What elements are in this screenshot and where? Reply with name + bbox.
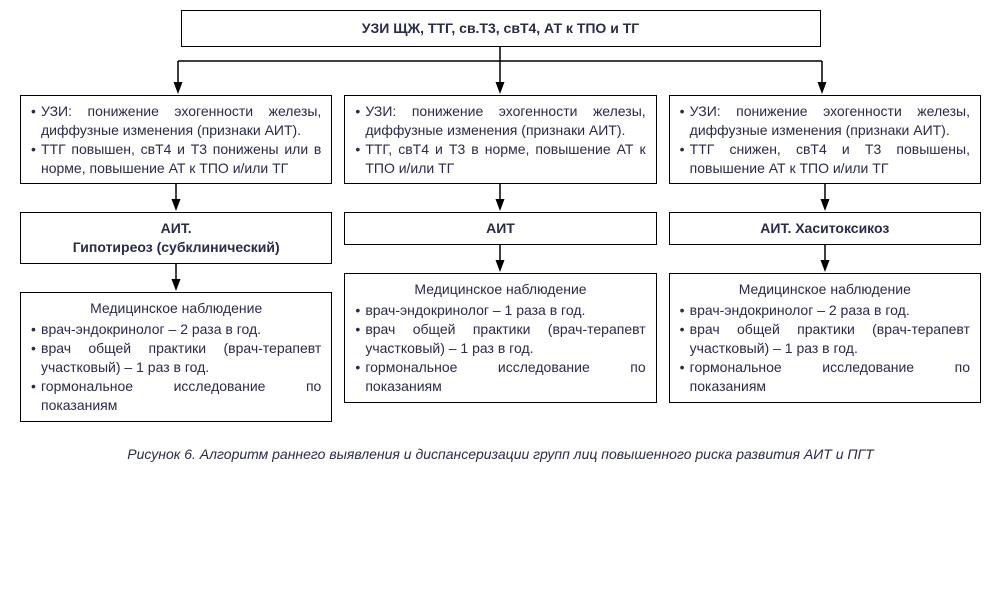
arrow-2b [344,245,656,273]
criteria-2-b1: УЗИ: понижение эхогенности железы, диффу… [355,102,645,140]
obs-list-3: врач-эндокринолог – 2 раза в год. врач о… [680,301,970,395]
obs-1-b1: врач-эндокринолог – 2 раза в год. [31,320,321,339]
arrow-1a [20,184,332,212]
obs-title-1: Медицинское наблюдение [31,299,321,318]
criteria-2-b2: ТТГ, свТ4 и Т3 в норме, повышение АТ к Т… [355,140,645,178]
top-label: УЗИ ЩЖ, ТТГ, св.Т3, свТ4, АТ к ТПО и ТГ [362,20,639,36]
criteria-3-b1: УЗИ: понижение эхогенности железы, диффу… [680,102,970,140]
flowchart-root: УЗИ ЩЖ, ТТГ, св.Т3, свТ4, АТ к ТПО и ТГ … [20,10,981,462]
criteria-box-2: УЗИ: понижение эхогенности железы, диффу… [344,95,656,185]
criteria-list-3: УЗИ: понижение эхогенности железы, диффу… [680,102,970,178]
arrow-3b [669,245,981,273]
criteria-3-b2: ТТГ снижен, свТ4 и Т3 повышены, повышени… [680,140,970,178]
col-3: УЗИ: понижение эхогенности железы, диффу… [669,95,981,422]
diag-box-1: АИТ. Гипотиреоз (субклинический) [20,212,332,264]
obs-list-2: врач-эндокринолог – 1 раза в год. врач о… [355,301,645,395]
figure-caption: Рисунок 6. Алгоритм раннего выявления и … [20,446,981,462]
criteria-box-3: УЗИ: понижение эхогенности железы, диффу… [669,95,981,185]
col-2: УЗИ: понижение эхогенности железы, диффу… [344,95,656,422]
top-box: УЗИ ЩЖ, ТТГ, св.Т3, свТ4, АТ к ТПО и ТГ [181,10,821,47]
obs-1-b2: врач общей практики (врач-терапевт участ… [31,339,321,377]
obs-2-b1: врач-эндокринолог – 1 раза в год. [355,301,645,320]
criteria-list-2: УЗИ: понижение эхогенности железы, диффу… [355,102,645,178]
criteria-1-b1: УЗИ: понижение эхогенности железы, диффу… [31,102,321,140]
diag-2: АИТ [486,220,515,236]
diag-1: АИТ. Гипотиреоз (субклинический) [73,220,280,255]
obs-box-2: Медицинское наблюдение врач-эндокринолог… [344,273,656,402]
obs-2-b2: врач общей практики (врач-терапевт участ… [355,320,645,358]
criteria-list-1: УЗИ: понижение эхогенности железы, диффу… [31,102,321,178]
diag-3: АИТ. Хаситоксикоз [760,220,889,236]
obs-3-b3: гормональное исследование по показаниям [680,358,970,396]
criteria-1-b2: ТТГ повышен, свТ4 и Т3 понижены или в но… [31,140,321,178]
criteria-row: УЗИ: понижение эхогенности железы, диффу… [20,95,981,422]
obs-2-b3: гормональное исследование по показаниям [355,358,645,396]
obs-title-3: Медицинское наблюдение [680,280,970,299]
obs-3-b2: врач общей практики (врач-терапевт участ… [680,320,970,358]
arrow-3a [669,184,981,212]
arrow-2a [344,184,656,212]
fanout-svg [20,47,980,95]
obs-list-1: врач-эндокринолог – 2 раза в год. врач о… [31,320,321,414]
col-1: УЗИ: понижение эхогенности железы, диффу… [20,95,332,422]
obs-3-b1: врач-эндокринолог – 2 раза в год. [680,301,970,320]
diag-box-2: АИТ [344,212,656,245]
criteria-box-1: УЗИ: понижение эхогенности железы, диффу… [20,95,332,185]
fanout-connector [20,47,981,95]
obs-1-b3: гормональное исследование по показаниям [31,377,321,415]
obs-box-3: Медицинское наблюдение врач-эндокринолог… [669,273,981,402]
obs-box-1: Медицинское наблюдение врач-эндокринолог… [20,292,332,421]
arrow-1b [20,264,332,292]
diag-box-3: АИТ. Хаситоксикоз [669,212,981,245]
obs-title-2: Медицинское наблюдение [355,280,645,299]
